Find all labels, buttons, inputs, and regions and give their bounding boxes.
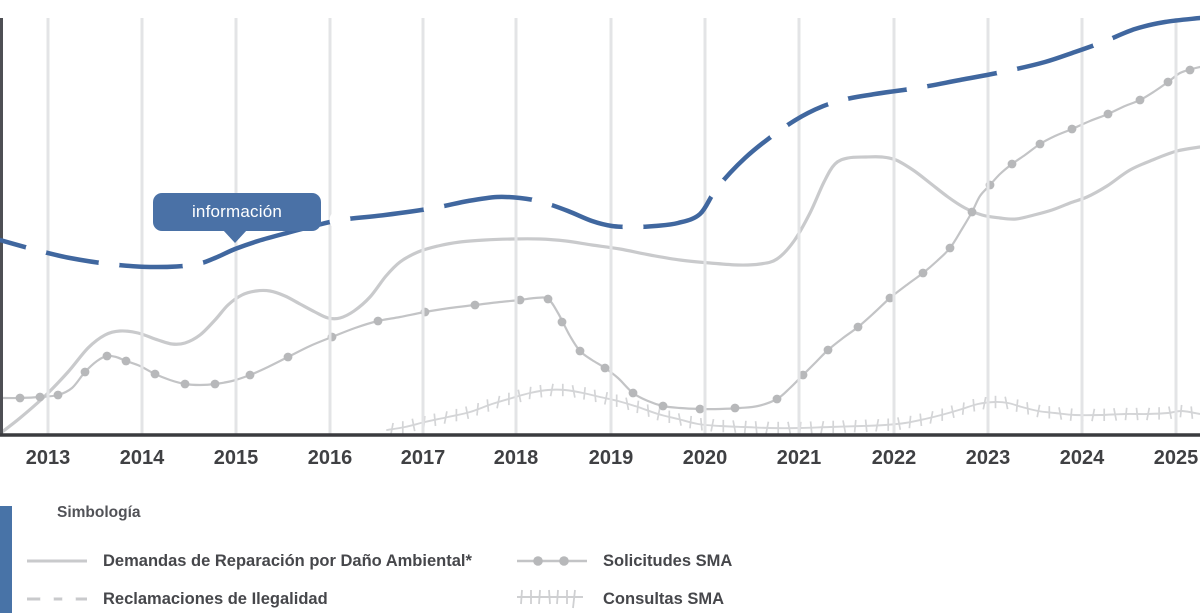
data-point-marker[interactable] [329,209,351,231]
tooltip-label: información [191,202,283,221]
legend-item-label: Solicitudes SMA [603,551,733,570]
x-axis-label-2024: 2024 [1059,447,1105,469]
legend-item-demandas: Demandas de Reparación por Daño Ambienta… [27,551,472,571]
x-axis-label-2022: 2022 [871,447,917,469]
data-point-marker[interactable] [827,90,849,112]
legend-item-consultas: Consultas SMA [517,589,724,609]
x-axis-label-2025: 2025 [1153,447,1199,469]
legend-item-solicitudes: Solicitudes SMA [517,551,732,571]
x-axis-labels: 2013 2014 2015 2016 2017 2018 2019 2020 2021 2022… [0,447,1200,477]
legend-item-reclamaciones: Reclamaciones de Ilegalidad [27,589,328,609]
data-point-marker[interactable] [768,120,790,142]
legend-item-label: Reclamaciones de Ilegalidad [103,589,328,608]
gray-series [0,65,1200,436]
x-axis-label-2016: 2016 [307,447,353,469]
data-point-marker[interactable] [1092,31,1114,53]
x-axis-label-2021: 2021 [776,447,822,469]
line-gray-dots-icon [517,556,587,566]
x-axis-label-2023: 2023 [965,447,1011,469]
legend-item-label: Consultas SMA [603,589,725,608]
legend-accent-bar [0,506,12,613]
data-point-marker[interactable] [622,216,644,238]
data-point-marker[interactable] [706,177,728,199]
x-axis-label-2019: 2019 [588,447,634,469]
data-point-marker[interactable] [996,60,1018,82]
data-point-marker[interactable] [25,239,47,261]
data-point-marker[interactable] [423,197,445,219]
tooltip: información [153,193,321,243]
x-axis-label-2018: 2018 [493,447,539,469]
x-axis-label-2013: 2013 [25,447,71,469]
hatched-line-icon [517,589,583,609]
plain-line-icon [27,559,87,563]
legend-title: Simbología [57,504,141,521]
legend: Simbología Demandas de Reparación por Da… [0,490,1200,613]
data-point-marker[interactable] [98,253,120,275]
data-point-marker[interactable] [531,191,553,213]
axes [0,18,1200,437]
data-point-marker[interactable] [906,77,928,99]
legend-item-label: Demandas de Reparación por Daño Ambienta… [103,551,472,570]
tooltip-pointer-icon [223,230,247,243]
line-white-dots-icon [27,592,87,606]
x-axis-label-2017: 2017 [400,447,446,469]
highlighted-series[interactable] [0,15,1200,276]
x-axis-label-2015: 2015 [213,447,259,469]
x-axis-label-2014: 2014 [119,447,165,469]
x-axis-label-2020: 2020 [682,447,728,469]
data-point-marker[interactable] [182,254,204,276]
